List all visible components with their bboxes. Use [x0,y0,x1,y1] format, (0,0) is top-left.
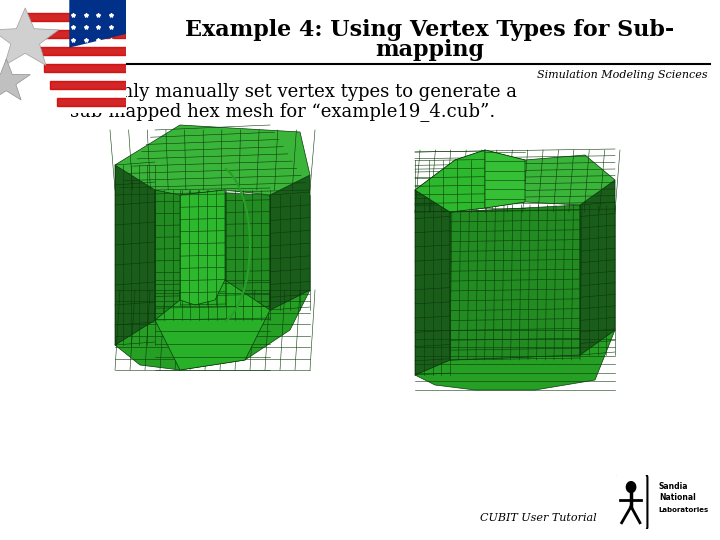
Polygon shape [115,125,310,195]
Text: mapping: mapping [376,39,485,61]
Text: Example 4: Using Vertex Types for Sub-: Example 4: Using Vertex Types for Sub- [185,19,675,41]
FancyArrow shape [37,47,132,55]
Text: National: National [659,494,696,503]
Text: sub-mapped hex mesh for “example19_4.cub”.: sub-mapped hex mesh for “example19_4.cub… [70,103,495,122]
Polygon shape [485,150,525,208]
Polygon shape [415,190,450,375]
Polygon shape [415,150,615,212]
FancyArrow shape [57,98,151,106]
Polygon shape [0,59,30,100]
Polygon shape [115,290,310,370]
Polygon shape [415,330,615,390]
Polygon shape [270,175,310,310]
Polygon shape [115,165,155,345]
Text: Laboratories: Laboratories [659,507,709,513]
FancyArrow shape [32,30,126,38]
Text: Use only manually set vertex types to generate a: Use only manually set vertex types to ge… [70,83,517,101]
FancyArrow shape [25,13,120,21]
Polygon shape [580,180,615,355]
FancyArrow shape [63,115,158,123]
Polygon shape [180,190,225,305]
Circle shape [626,482,636,492]
Polygon shape [450,205,580,360]
Polygon shape [69,0,126,48]
Polygon shape [415,150,485,212]
FancyArrow shape [50,81,145,89]
Polygon shape [155,280,270,370]
FancyBboxPatch shape [614,474,647,531]
Polygon shape [0,8,59,65]
Text: Sandia: Sandia [659,482,688,491]
Polygon shape [155,190,270,320]
Text: CUBIT User Tutorial: CUBIT User Tutorial [480,513,597,523]
FancyArrow shape [44,64,138,72]
Text: Simulation Modeling Sciences: Simulation Modeling Sciences [537,70,708,80]
